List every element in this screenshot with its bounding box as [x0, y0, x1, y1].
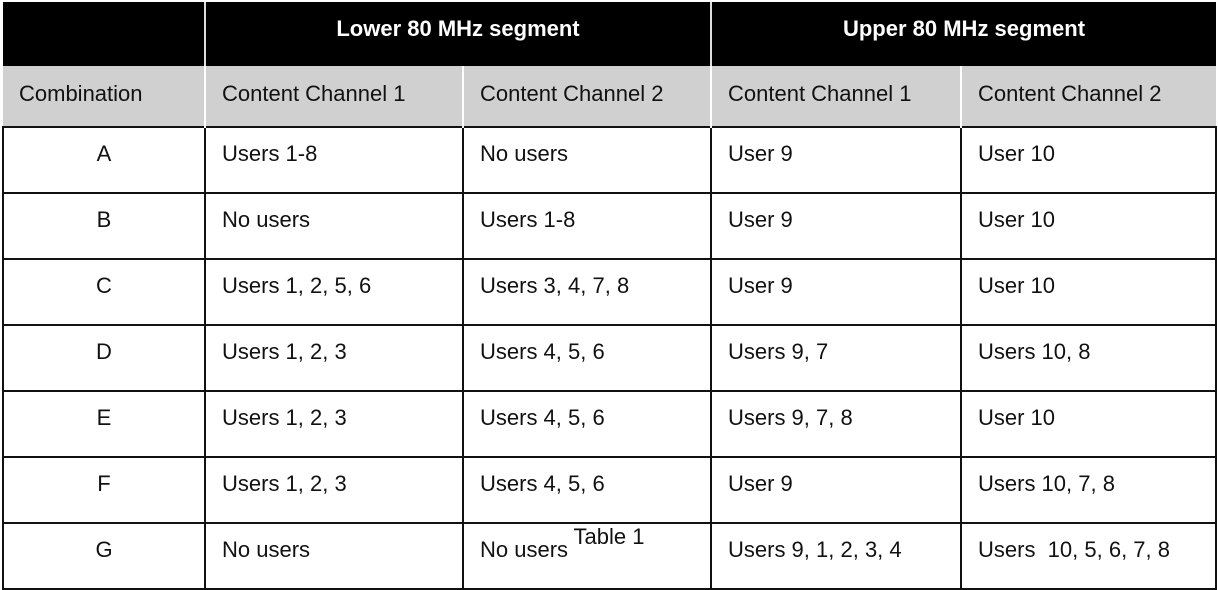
column-header-row: Combination Content Channel 1 Content Ch…	[3, 66, 1216, 127]
column-header: Content Channel 2	[960, 66, 1216, 127]
table-cell: Users 9, 7	[710, 324, 962, 392]
column-header: Combination	[3, 66, 205, 127]
segment-header-row: Lower 80 MHz segment Upper 80 MHz segmen…	[3, 2, 1216, 66]
combination-cell: A	[2, 126, 206, 194]
table-cell: User 10	[960, 390, 1217, 458]
combination-cell: B	[2, 192, 206, 260]
table-cell: User 10	[960, 258, 1217, 326]
segment-header-blank	[3, 2, 205, 66]
table-row: A Users 1-8 No users User 9 User 10	[2, 126, 1217, 194]
table-cell: Users 10, 8	[960, 324, 1217, 392]
column-header: Content Channel 1	[204, 66, 463, 127]
table-cell: Users 4, 5, 6	[462, 324, 712, 392]
column-header: Content Channel 1	[710, 66, 961, 127]
table-row: E Users 1, 2, 3 Users 4, 5, 6 Users 9, 7, 8…	[2, 390, 1217, 458]
table-caption: Table 1	[573, 524, 645, 549]
table-cell: Users 1, 2, 5, 6	[204, 258, 464, 326]
table-cell: No users	[462, 126, 712, 194]
table-cell: User 9	[710, 456, 962, 524]
segment-header-upper: Upper 80 MHz segment	[710, 2, 1216, 66]
table-cell: User 10	[960, 126, 1217, 194]
table-cell: No users	[204, 192, 464, 260]
combination-cell: F	[2, 456, 206, 524]
combination-cell: E	[2, 390, 206, 458]
table-cell: Users 1, 2, 3	[204, 324, 464, 392]
table-cell: User 9	[710, 126, 962, 194]
table-cell: Users 1-8	[462, 192, 712, 260]
table-cell: Users 1, 2, 3	[204, 390, 464, 458]
table-cell: Users 1-8	[204, 126, 464, 194]
table-row: B No users Users 1-8 User 9 User 10	[2, 192, 1217, 260]
table-row: F Users 1, 2, 3 Users 4, 5, 6 User 9 Users 1…	[2, 456, 1217, 524]
table-cell: Users 10, 7, 8	[960, 456, 1217, 524]
table-cell: Users 9, 7, 8	[710, 390, 962, 458]
segment-header-lower: Lower 80 MHz segment	[204, 2, 711, 66]
table-cell: User 10	[960, 192, 1217, 260]
table-cell: Users 4, 5, 6	[462, 456, 712, 524]
table-cell: Users 3, 4, 7, 8	[462, 258, 712, 326]
table-cell: Users 1, 2, 3	[204, 456, 464, 524]
combination-cell: C	[2, 258, 206, 326]
combination-cell: D	[2, 324, 206, 392]
column-header: Content Channel 2	[462, 66, 711, 127]
table-cell: User 9	[710, 192, 962, 260]
table-cell: Users 4, 5, 6	[462, 390, 712, 458]
table-row: D Users 1, 2, 3 Users 4, 5, 6 Users 9, 7 Use…	[2, 324, 1217, 392]
table-cell: User 9	[710, 258, 962, 326]
